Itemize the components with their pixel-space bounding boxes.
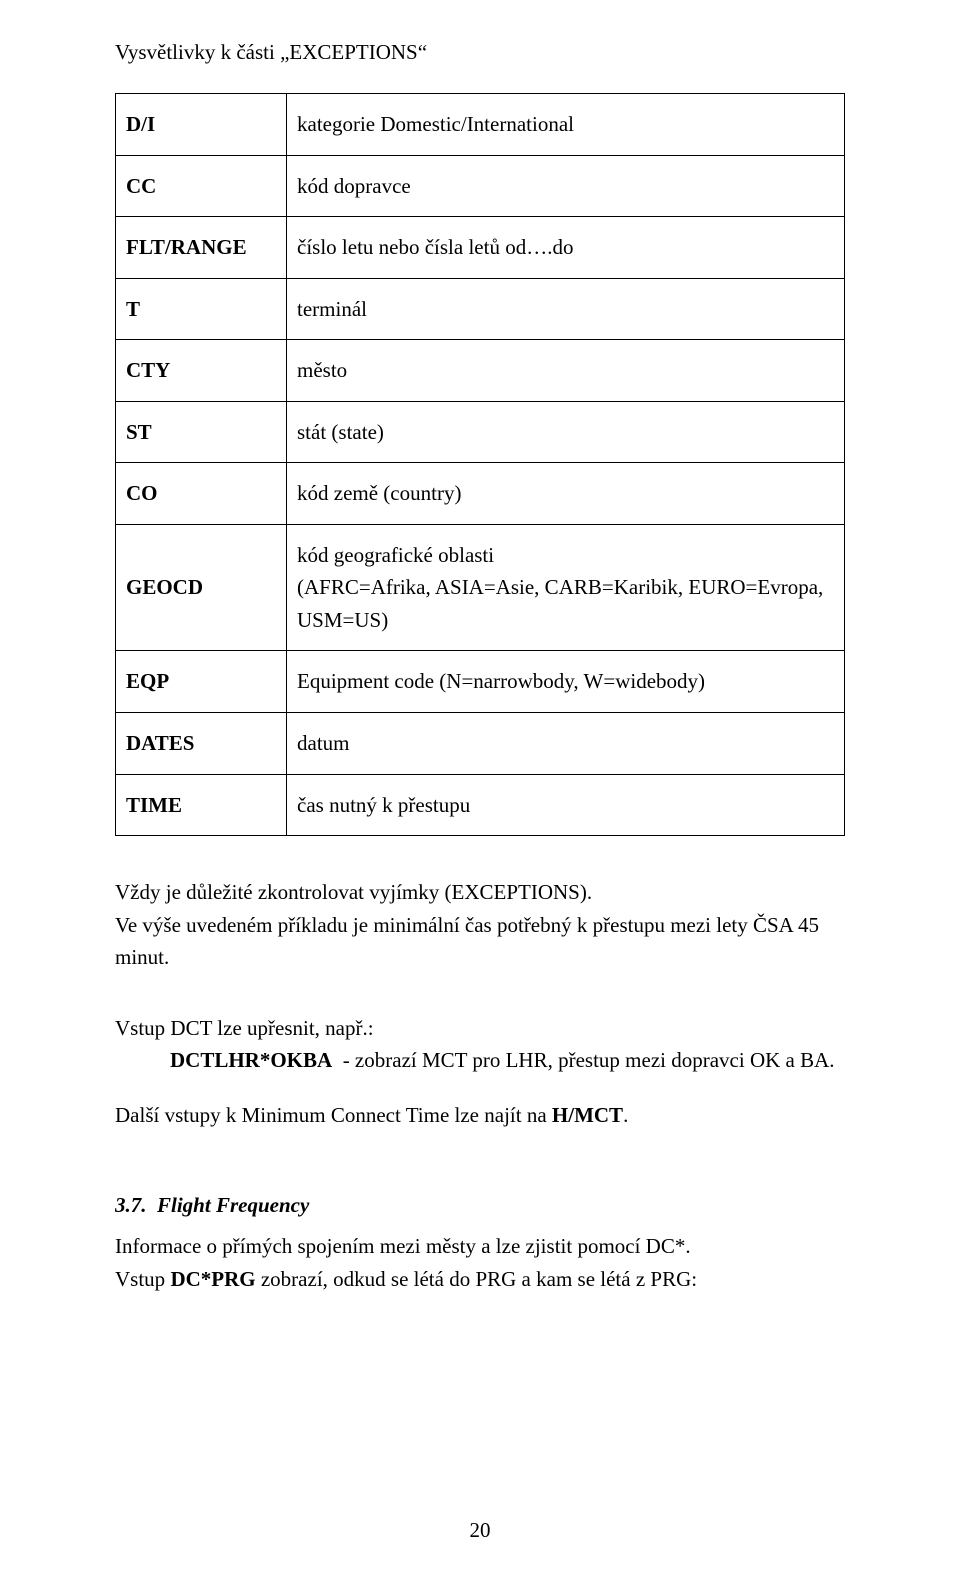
table-row: FLT/RANGE číslo letu nebo čísla letů od…… (116, 217, 845, 279)
page-number: 20 (115, 1518, 845, 1543)
table-row: GEOCD kód geografické oblasti (AFRC=Afri… (116, 524, 845, 651)
terms-table-body: D/I kategorie Domestic/International CC … (116, 94, 845, 836)
table-row: DATES datum (116, 713, 845, 775)
term-val: kód dopravce (287, 155, 845, 217)
table-row: EQP Equipment code (N=narrowbody, W=wide… (116, 651, 845, 713)
section-title: Flight Frequency (157, 1193, 309, 1217)
term-key: CC (116, 155, 287, 217)
command-bold: DCTLHR*OKBA (170, 1048, 332, 1072)
text: Vstup DCT lze upřesnit, např.: (115, 1016, 374, 1040)
term-val: Equipment code (N=narrowbody, W=widebody… (287, 651, 845, 713)
term-val: čas nutný k přestupu (287, 774, 845, 836)
term-key: TIME (116, 774, 287, 836)
term-val: číslo letu nebo čísla letů od….do (287, 217, 845, 279)
paragraph: Informace o přímých spojením mezi městy … (115, 1230, 845, 1295)
term-val: stát (state) (287, 401, 845, 463)
table-row: D/I kategorie Domestic/International (116, 94, 845, 156)
text: Informace o přímých spojením mezi městy … (115, 1234, 691, 1258)
term-key: DATES (116, 713, 287, 775)
text: - zobrazí MCT pro LHR, přestup mezi dopr… (332, 1048, 834, 1072)
term-key: ST (116, 401, 287, 463)
table-row: TIME čas nutný k přestupu (116, 774, 845, 836)
paragraph: Další vstupy k Minimum Connect Time lze … (115, 1099, 845, 1132)
subsection-heading: 3.7. Flight Frequency (115, 1193, 845, 1218)
indented-line: DCTLHR*OKBA - zobrazí MCT pro LHR, přest… (170, 1044, 845, 1077)
term-key: FLT/RANGE (116, 217, 287, 279)
table-row: CO kód země (country) (116, 463, 845, 525)
table-row: T terminál (116, 278, 845, 340)
term-key: GEOCD (116, 524, 287, 651)
term-val: kód geografické oblasti (AFRC=Afrika, AS… (287, 524, 845, 651)
text: Vstup (115, 1267, 170, 1291)
section-heading: Vysvětlivky k části „EXCEPTIONS“ (115, 40, 845, 65)
command-bold: DC*PRG (170, 1267, 255, 1291)
paragraph: Vždy je důležité zkontrolovat vyjímky (E… (115, 876, 845, 974)
table-row: CTY město (116, 340, 845, 402)
table-row: CC kód dopravce (116, 155, 845, 217)
term-key: CO (116, 463, 287, 525)
text: Ve výše uvedeném příkladu je minimální č… (115, 913, 819, 970)
text: Vždy je důležité zkontrolovat vyjímky (E… (115, 880, 592, 904)
term-key: D/I (116, 94, 287, 156)
term-val: terminál (287, 278, 845, 340)
paragraph: Vstup DCT lze upřesnit, např.: DCTLHR*OK… (115, 1012, 845, 1077)
text: zobrazí, odkud se létá do PRG a kam se l… (256, 1267, 697, 1291)
section-number: 3.7. (115, 1193, 157, 1217)
term-val: kategorie Domestic/International (287, 94, 845, 156)
text: . (623, 1103, 628, 1127)
text: Další vstupy k Minimum Connect Time lze … (115, 1103, 552, 1127)
term-val: datum (287, 713, 845, 775)
page: Vysvětlivky k části „EXCEPTIONS“ D/I kat… (0, 0, 960, 1583)
command-bold: H/MCT (552, 1103, 623, 1127)
table-row: ST stát (state) (116, 401, 845, 463)
term-key: EQP (116, 651, 287, 713)
term-key: T (116, 278, 287, 340)
term-val: kód země (country) (287, 463, 845, 525)
term-key: CTY (116, 340, 287, 402)
term-val: město (287, 340, 845, 402)
terms-table: D/I kategorie Domestic/International CC … (115, 93, 845, 836)
